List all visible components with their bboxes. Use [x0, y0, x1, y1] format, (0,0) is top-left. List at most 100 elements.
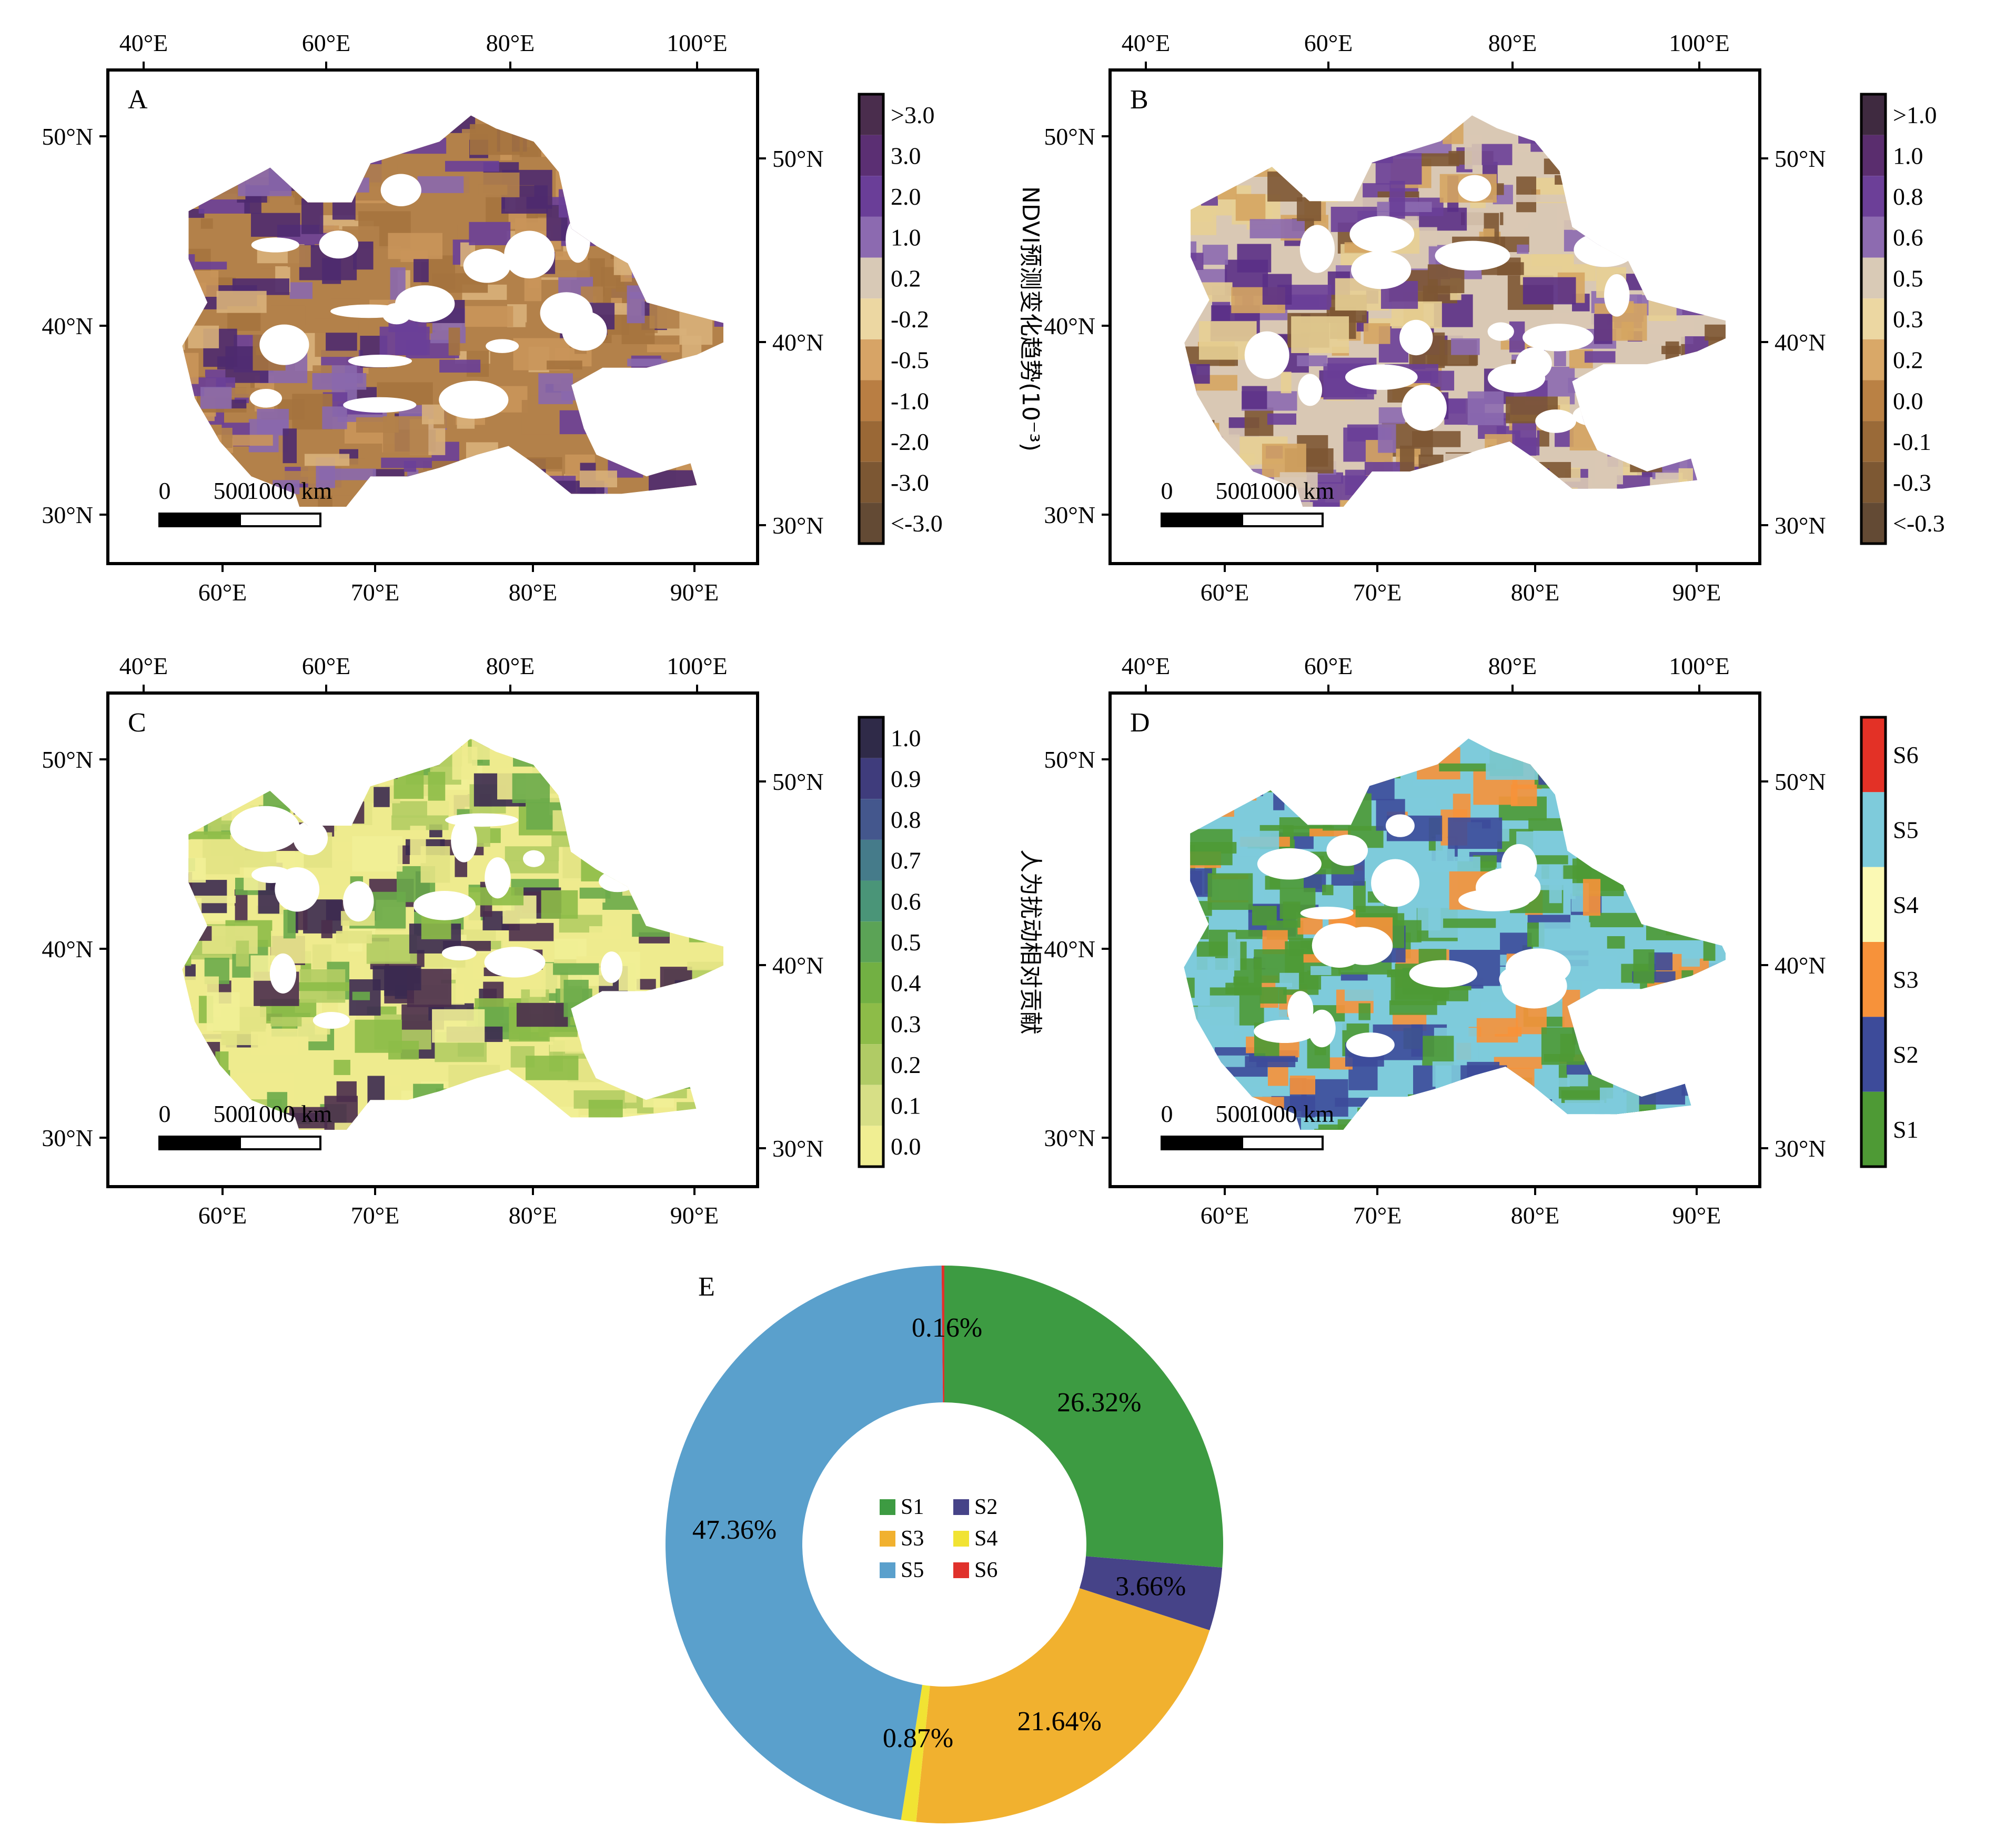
colorbar-swatch [1861, 867, 1886, 942]
colorbar-label: -1.0 [891, 387, 929, 414]
scale-bar-label: 1000 km [1249, 1100, 1335, 1127]
donut-slice-s4 [901, 1684, 930, 1822]
donut-value-label: 26.32% [1057, 1388, 1141, 1418]
colorbar-title: NDVI预测变化趋势(10⁻³) [1017, 186, 1044, 452]
legend-entry: S2 [974, 1495, 997, 1519]
donut-value-label: 0.16% [912, 1313, 982, 1343]
colorbar-swatch [859, 298, 883, 339]
colorbar-label: 0.3 [891, 1010, 921, 1037]
colorbar-swatch [859, 717, 883, 758]
right-tick-label: 30°N [1775, 512, 1826, 539]
colorbar-label: 0.6 [1893, 224, 1923, 251]
colorbar-label: 0.5 [1893, 265, 1923, 292]
colorbar-swatch [859, 839, 883, 881]
colorbar-label: 2.0 [891, 183, 921, 210]
colorbar-label: <-0.3 [1893, 510, 1945, 537]
colorbar-swatch [1861, 135, 1886, 176]
scale-bar-label: 500 [1216, 477, 1252, 504]
top-tick-label: 80°E [1488, 29, 1537, 56]
donut-slice-s5 [665, 1266, 943, 1820]
colorbar-label: >3.0 [891, 102, 934, 128]
scale-bar-label: 1000 km [247, 477, 332, 504]
colorbar-label: 0.2 [891, 265, 921, 292]
scale-bar-label: 1000 km [1249, 477, 1335, 504]
colorbar-swatch [859, 421, 883, 462]
scale-bar-label: 500 [214, 1100, 250, 1127]
top-tick-label: 60°E [1304, 29, 1353, 56]
colorbar-label: -0.3 [1893, 469, 1931, 496]
top-tick-label: 100°E [1669, 29, 1730, 56]
legend-swatch [953, 1531, 969, 1547]
colorbar-swatch [1861, 421, 1886, 462]
colorbar-label: S4 [1893, 891, 1919, 918]
colorbar-swatch [1861, 792, 1886, 867]
donut-legend: S1 S2 S3 S4 S5 S6 [880, 1495, 997, 1582]
colorbar-label: -0.2 [891, 306, 929, 333]
donut-value-label: 47.36% [692, 1515, 777, 1545]
colorbar-swatch [859, 1044, 883, 1085]
donut-slice-s3 [916, 1588, 1210, 1823]
right-tick-label: 40°N [772, 329, 824, 356]
bottom-tick-label: 70°E [1353, 1202, 1402, 1229]
colorbar: S6S5S4S3S2S1情景 [1860, 716, 1919, 1168]
colorbar-swatch [859, 758, 883, 799]
colorbar-label: 1.0 [1893, 142, 1923, 169]
donut-slice-s6 [941, 1266, 944, 1403]
bottom-tick-label: 90°E [670, 579, 719, 606]
colorbar-swatch [1861, 461, 1886, 503]
colorbar-label: 0.1 [891, 1092, 921, 1119]
legend-entry: S3 [901, 1527, 924, 1551]
bottom-tick-label: 90°E [1672, 579, 1721, 606]
colorbar-swatch [859, 1085, 883, 1126]
colorbar-swatch [859, 339, 883, 380]
panel-b: B 40°E 60°E 80°E 100°E 60°E 70°E 80°E 90°E 50°N 40… [1044, 29, 1945, 606]
right-tick-label: 50°N [1775, 768, 1826, 795]
donut-value-label: 3.66% [1115, 1572, 1186, 1602]
legend-swatch [880, 1562, 895, 1578]
panel-label: C [128, 708, 146, 738]
bottom-tick-label: 70°E [1353, 579, 1402, 606]
legend-entry: S1 [901, 1495, 924, 1519]
bottom-tick-label: 70°E [351, 579, 400, 606]
top-tick-label: 100°E [1669, 653, 1730, 679]
colorbar-swatch [1861, 1017, 1886, 1092]
top-tick-label: 60°E [302, 653, 351, 679]
bottom-tick-label: 80°E [509, 1202, 558, 1229]
colorbar-swatch [1861, 380, 1886, 422]
colorbar-swatch [1861, 1091, 1886, 1167]
left-tick-label: 50°N [1044, 123, 1095, 150]
colorbar-swatch [1861, 216, 1886, 258]
colorbar-label: 0.8 [1893, 183, 1923, 210]
colorbar-label: 0.2 [891, 1051, 921, 1078]
left-tick-label: 30°N [1044, 1125, 1095, 1151]
top-tick-label: 80°E [486, 653, 535, 679]
colorbar-label: 0.6 [891, 888, 921, 915]
colorbar-label: 0.0 [891, 1133, 921, 1160]
top-tick-label: 60°E [302, 29, 351, 56]
colorbar-label: S2 [1893, 1041, 1919, 1068]
colorbar-label: 1.0 [891, 224, 921, 251]
left-tick-label: 40°N [42, 313, 93, 339]
scale-bar-label: 0 [1161, 1100, 1173, 1127]
colorbar-swatch [859, 1003, 883, 1045]
colorbar-label: >1.0 [1893, 102, 1937, 128]
panel-label: A [128, 85, 148, 115]
donut-chart: E 26.32% 3.66% 21.64% 0.87% 47.36% 0.16% S1 S2… [665, 1266, 1223, 1823]
scale-bar-label: 0 [159, 1100, 171, 1127]
colorbar: >3.0 3.0 2.0 1.0 0.2 -0.2 -0.5 -1.0 -2.0 -3.0 <-3.… [858, 93, 1044, 545]
bottom-tick-label: 60°E [1201, 1202, 1249, 1229]
colorbar-swatch [859, 880, 883, 922]
colorbar-swatch [1861, 94, 1886, 135]
colorbar-swatch [1861, 942, 1886, 1017]
colorbar-swatch [859, 257, 883, 299]
legend-swatch [880, 1499, 895, 1515]
colorbar-swatch [1861, 339, 1886, 380]
scale-bar-label: 500 [214, 477, 250, 504]
right-tick-label: 40°N [1775, 329, 1826, 356]
bottom-tick-label: 80°E [1511, 579, 1560, 606]
colorbar-swatch [859, 135, 883, 176]
